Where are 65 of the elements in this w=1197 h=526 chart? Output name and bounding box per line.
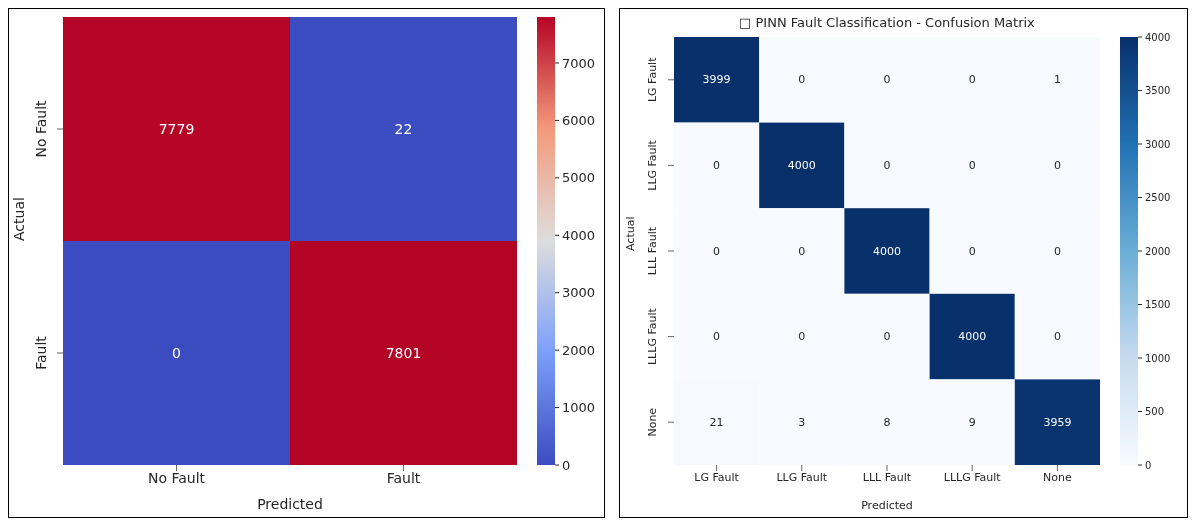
color-bar-label: 1500 xyxy=(1144,299,1171,310)
data-label: 0 xyxy=(713,330,721,344)
data-label: 0 xyxy=(883,158,891,172)
data-label: 4000 xyxy=(872,244,901,258)
x-tick-label: LLL Fault xyxy=(862,470,912,484)
data-label: 3 xyxy=(798,415,806,429)
x-tick-label: No Fault xyxy=(147,469,206,486)
x-tick-label: LG Fault xyxy=(694,470,740,484)
data-label: 7779 xyxy=(158,121,195,137)
data-label: 4000 xyxy=(787,158,816,172)
x-axis-title: Predicted xyxy=(257,496,323,512)
data-label: 0 xyxy=(1053,330,1061,344)
y-axis-title: Actual xyxy=(623,216,637,251)
y-tick-label: LLL Fault xyxy=(645,226,659,276)
color-bar-label: 6000 xyxy=(562,112,596,128)
color-bar-label: 3000 xyxy=(1144,138,1171,150)
data-label: 0 xyxy=(798,330,806,344)
data-label: 0 xyxy=(713,244,721,258)
data-label: 7801 xyxy=(385,345,422,361)
data-label: 0 xyxy=(968,73,976,87)
y-axis-title: Actual xyxy=(10,197,27,241)
data-label: 1 xyxy=(1053,73,1061,87)
color-bar-label: 2000 xyxy=(1144,245,1171,257)
x-tick-label: Fault xyxy=(386,469,421,486)
color-bar-label: 2000 xyxy=(562,342,596,358)
data-label: 0 xyxy=(968,158,976,172)
y-tick-label: LLG Fault xyxy=(645,139,659,191)
data-label: 0 xyxy=(883,73,891,87)
y-tick-label: None xyxy=(645,407,659,437)
data-label: 0 xyxy=(172,345,181,361)
data-label: 4000 xyxy=(958,330,987,344)
color-bar-label: 4000 xyxy=(562,227,596,243)
data-label: 9 xyxy=(968,415,976,429)
color-bar-label: 3500 xyxy=(1144,85,1171,96)
x-axis-title: Predicted xyxy=(861,499,913,512)
y-tick-label: LLLG Fault xyxy=(645,307,659,366)
data-label: 0 xyxy=(713,158,721,172)
color-bar-label: 5000 xyxy=(562,170,596,186)
x-tick-label: LLG Fault xyxy=(776,470,828,484)
color-bar-label: 500 xyxy=(1144,406,1165,417)
color-bar-label: 4000 xyxy=(1144,31,1171,43)
data-label: 0 xyxy=(798,244,806,258)
data-label: 0 xyxy=(1053,158,1061,172)
color-bar-label: 2500 xyxy=(1144,192,1171,203)
colorbar: 0 500 1000 1500 2000 2500 3000 3500 4000 xyxy=(1109,29,1190,475)
x-tick-label: None xyxy=(1043,470,1072,484)
color-bar-label: 3000 xyxy=(562,285,596,301)
data-label: 3999 xyxy=(702,73,731,87)
color-bar-label: 1000 xyxy=(562,400,596,416)
chart-title: □ PINN Fault Classification - Confusion Matrix xyxy=(738,15,1036,30)
y-tick-label: LG Fault xyxy=(645,56,659,103)
data-label: 3959 xyxy=(1043,415,1072,429)
data-label: 0 xyxy=(968,244,976,258)
data-label: 21 xyxy=(709,415,724,429)
x-tick-label: LLLG Fault xyxy=(943,470,1002,484)
data-label: 8 xyxy=(883,415,891,429)
color-bar-label: 0 xyxy=(1144,459,1152,471)
colorbar: 0 1000 2000 3000 4000 5000 6000 7000 xyxy=(527,9,607,475)
data-label: 0 xyxy=(798,73,806,87)
data-label: 0 xyxy=(883,330,891,344)
color-bar-label: 0 xyxy=(562,457,571,473)
data-label: 22 xyxy=(394,121,413,137)
data-label: 0 xyxy=(1053,244,1061,258)
color-bar-label: 1000 xyxy=(1144,352,1171,364)
color-bar-label: 7000 xyxy=(562,55,596,71)
